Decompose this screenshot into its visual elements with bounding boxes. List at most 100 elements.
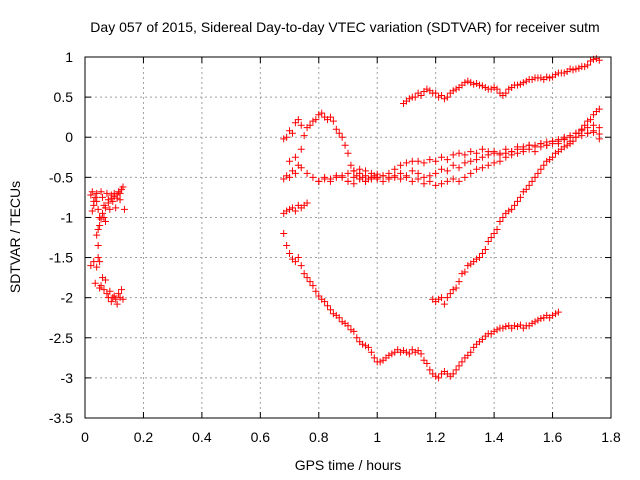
data-point <box>549 311 557 319</box>
x-tick-label: 0.4 <box>192 429 212 445</box>
data-point <box>508 205 516 213</box>
data-point <box>525 181 533 189</box>
data-point <box>543 141 551 149</box>
data-point <box>537 74 545 82</box>
data-point <box>595 56 603 64</box>
data-point <box>537 315 545 323</box>
data-point <box>283 133 291 141</box>
data-point <box>423 85 431 93</box>
y-tick-label: -2.5 <box>49 330 73 346</box>
data-point <box>446 290 454 298</box>
data-point <box>461 151 469 159</box>
data-point <box>563 141 571 149</box>
data-point <box>283 172 291 180</box>
data-point <box>400 347 408 355</box>
data-point <box>493 225 501 233</box>
data-point <box>88 207 96 215</box>
data-point <box>288 204 296 212</box>
data-point <box>569 137 577 145</box>
data-point <box>402 173 410 181</box>
data-point <box>455 177 463 185</box>
data-point <box>458 270 466 278</box>
data-point <box>315 177 323 185</box>
data-point <box>315 292 323 300</box>
data-point <box>356 165 364 173</box>
data-point <box>440 95 448 103</box>
data-point <box>551 310 559 318</box>
data-point <box>103 189 111 197</box>
data-point <box>513 197 521 205</box>
data-point <box>411 348 419 356</box>
data-point <box>286 205 294 213</box>
data-point <box>478 153 486 161</box>
data-point <box>297 121 305 129</box>
data-point <box>115 290 123 298</box>
data-point <box>554 137 562 145</box>
data-point <box>306 278 314 286</box>
data-point <box>99 193 107 201</box>
data-point <box>438 294 446 302</box>
series-track-middle-c <box>344 121 603 189</box>
data-point <box>90 258 98 266</box>
data-point <box>93 231 101 239</box>
data-point <box>476 81 483 89</box>
data-point <box>385 351 393 359</box>
data-point <box>101 204 109 212</box>
series-track-upper <box>400 55 603 108</box>
data-point <box>391 165 399 173</box>
series-early-cluster-upper <box>87 183 128 233</box>
data-point <box>411 93 419 101</box>
data-point <box>587 57 595 65</box>
data-point <box>116 196 124 204</box>
data-point <box>291 169 299 177</box>
data-point <box>294 116 302 124</box>
data-point <box>458 358 466 366</box>
x-tick-label: 0.6 <box>251 429 271 445</box>
data-point <box>438 92 446 100</box>
data-point <box>332 125 340 133</box>
data-point <box>116 189 124 197</box>
data-point <box>461 79 469 87</box>
data-point <box>435 93 443 101</box>
data-point <box>569 66 577 74</box>
data-point <box>546 74 554 82</box>
data-point <box>329 310 337 318</box>
data-point <box>391 172 399 180</box>
data-point <box>455 164 463 172</box>
data-point <box>350 173 358 181</box>
data-point <box>106 287 114 295</box>
data-point <box>473 165 481 173</box>
data-point <box>420 173 428 181</box>
data-point <box>508 151 516 159</box>
series-track-low-start <box>280 199 311 217</box>
data-point <box>288 129 296 137</box>
data-point <box>554 308 562 316</box>
x-tick-label: 1.8 <box>601 429 621 445</box>
data-point <box>575 64 583 72</box>
data-point <box>350 180 358 188</box>
data-point <box>96 284 104 292</box>
data-point <box>584 61 592 69</box>
data-point <box>335 129 343 137</box>
data-point <box>113 191 121 199</box>
data-point <box>101 217 109 225</box>
data-point <box>405 95 413 103</box>
data-point <box>443 167 451 175</box>
data-point <box>432 181 440 189</box>
data-point <box>96 258 104 266</box>
data-point <box>537 165 545 173</box>
data-point <box>306 121 314 129</box>
data-point <box>112 204 120 212</box>
data-point <box>502 145 510 153</box>
data-point <box>449 370 457 378</box>
x-tick-label: 1.2 <box>426 429 446 445</box>
data-point <box>464 262 472 270</box>
data-point <box>326 177 334 185</box>
y-tick-label: -2 <box>61 290 74 306</box>
data-point <box>353 334 361 342</box>
data-point <box>528 319 536 327</box>
data-point <box>344 169 352 177</box>
data-point <box>505 85 513 93</box>
data-point <box>516 80 524 88</box>
data-point <box>94 254 102 262</box>
